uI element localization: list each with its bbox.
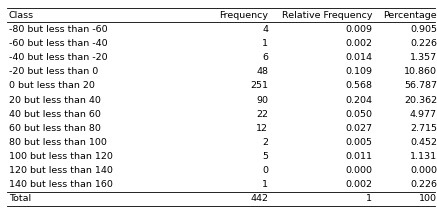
Text: 120 but less than 140: 120 but less than 140 xyxy=(9,166,113,175)
Text: 251: 251 xyxy=(250,82,268,90)
Text: 0.002: 0.002 xyxy=(345,39,372,48)
Text: 80 but less than 100: 80 but less than 100 xyxy=(9,138,107,147)
Text: 0: 0 xyxy=(262,166,268,175)
Text: -20 but less than 0: -20 but less than 0 xyxy=(9,67,98,76)
Text: 1.131: 1.131 xyxy=(410,152,437,161)
Text: 4: 4 xyxy=(262,25,268,34)
Text: 0.050: 0.050 xyxy=(345,110,372,119)
Text: Percentage: Percentage xyxy=(383,11,437,20)
Text: 0.568: 0.568 xyxy=(345,82,372,90)
Text: 140 but less than 160: 140 but less than 160 xyxy=(9,180,113,189)
Text: Total: Total xyxy=(9,194,31,203)
Text: 0.009: 0.009 xyxy=(345,25,372,34)
Text: 90: 90 xyxy=(256,95,268,105)
Text: 1: 1 xyxy=(366,194,372,203)
Text: -60 but less than -40: -60 but less than -40 xyxy=(9,39,108,48)
Text: 5: 5 xyxy=(262,152,268,161)
Text: 2: 2 xyxy=(262,138,268,147)
Text: 0.109: 0.109 xyxy=(345,67,372,76)
Text: 0.014: 0.014 xyxy=(345,53,372,62)
Text: 4.977: 4.977 xyxy=(410,110,437,119)
Text: Frequency: Frequency xyxy=(219,11,268,20)
Text: 0.226: 0.226 xyxy=(410,180,437,189)
Text: Relative Frequency: Relative Frequency xyxy=(281,11,372,20)
Text: 1: 1 xyxy=(262,39,268,48)
Text: 0.000: 0.000 xyxy=(410,166,437,175)
Text: 0.011: 0.011 xyxy=(345,152,372,161)
Text: Class: Class xyxy=(9,11,34,20)
Text: 22: 22 xyxy=(256,110,268,119)
Text: 6: 6 xyxy=(262,53,268,62)
Text: 0.000: 0.000 xyxy=(345,166,372,175)
Text: 60 but less than 80: 60 but less than 80 xyxy=(9,124,101,133)
Text: 0.905: 0.905 xyxy=(410,25,437,34)
Text: 20.362: 20.362 xyxy=(404,95,437,105)
Text: 1.357: 1.357 xyxy=(410,53,437,62)
Text: 2.715: 2.715 xyxy=(410,124,437,133)
Text: 0.005: 0.005 xyxy=(345,138,372,147)
Text: 1: 1 xyxy=(262,180,268,189)
Text: 10.860: 10.860 xyxy=(404,67,437,76)
Text: 100: 100 xyxy=(419,194,437,203)
Text: -80 but less than -60: -80 but less than -60 xyxy=(9,25,108,34)
Text: 56.787: 56.787 xyxy=(404,82,437,90)
Text: 0.204: 0.204 xyxy=(345,95,372,105)
Text: 442: 442 xyxy=(250,194,268,203)
Text: 0 but less than 20: 0 but less than 20 xyxy=(9,82,94,90)
Text: 20 but less than 40: 20 but less than 40 xyxy=(9,95,101,105)
Text: 0.452: 0.452 xyxy=(410,138,437,147)
Text: 40 but less than 60: 40 but less than 60 xyxy=(9,110,101,119)
Text: 0.002: 0.002 xyxy=(345,180,372,189)
Text: 100 but less than 120: 100 but less than 120 xyxy=(9,152,113,161)
Text: 48: 48 xyxy=(256,67,268,76)
Text: 12: 12 xyxy=(256,124,268,133)
Text: -40 but less than -20: -40 but less than -20 xyxy=(9,53,108,62)
Text: 0.226: 0.226 xyxy=(410,39,437,48)
Text: 0.027: 0.027 xyxy=(345,124,372,133)
